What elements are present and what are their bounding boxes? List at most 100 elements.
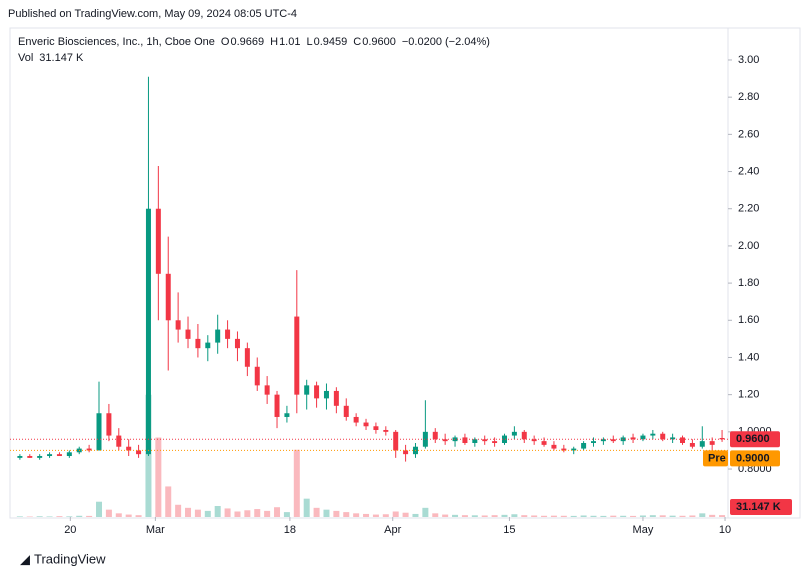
volume-bar [165, 486, 171, 517]
candle-body [186, 330, 191, 339]
candle-body [314, 385, 319, 398]
candle-body [512, 432, 517, 436]
volume-bar [640, 515, 646, 517]
volume-bar [442, 515, 448, 517]
volume-bar [630, 516, 636, 517]
volume-bar [17, 516, 23, 517]
x-tick-label: 10 [719, 524, 731, 536]
volume-bar [660, 515, 666, 517]
candle-body [492, 441, 497, 443]
candle-body [294, 317, 299, 395]
x-tick-label: Apr [384, 524, 401, 536]
candle-body [126, 447, 131, 451]
volume-bar [610, 516, 616, 517]
candle-body [324, 391, 329, 398]
footer-brand: TradingView [34, 551, 106, 566]
y-tick-label: 3.00 [738, 54, 759, 66]
volume-bar [363, 514, 369, 517]
volume-bar [620, 516, 626, 517]
y-tick-label: 2.20 [738, 203, 759, 215]
volume-name: Vol [18, 52, 33, 64]
volume-bar [422, 508, 428, 517]
volume-bar [106, 510, 112, 517]
candle-body [67, 452, 72, 456]
change: −0.0200 (−2.04%) [402, 36, 490, 48]
volume-bar [561, 516, 567, 517]
volume-bar [472, 515, 478, 517]
volume-bar [492, 515, 498, 517]
candle-body [680, 437, 685, 443]
candle-body [551, 445, 556, 449]
y-tick-label: 2.40 [738, 165, 759, 177]
y-tick-label: 1.20 [738, 389, 759, 401]
premarket-tag: Pre [708, 452, 726, 464]
volume-bar [699, 513, 705, 517]
candle-body [640, 436, 645, 440]
volume-bar [670, 516, 676, 517]
candle-body [235, 339, 240, 348]
volume-bar [284, 512, 290, 517]
volume-bar [531, 515, 537, 517]
candle-body [156, 209, 161, 274]
candle-body [344, 406, 349, 417]
volume-bar [393, 511, 399, 517]
y-tick-label: 1.40 [738, 351, 759, 363]
candle-body [106, 413, 111, 435]
candle-body [364, 423, 369, 427]
candle-body [710, 441, 715, 445]
volume-bar [432, 513, 438, 517]
candle-body [591, 441, 596, 443]
x-tick-label: Mar [146, 524, 165, 536]
candle-body [87, 449, 92, 451]
candle-body [116, 436, 121, 447]
volume-bar [234, 511, 240, 517]
volume-bar [175, 505, 181, 517]
candle-body [57, 454, 62, 456]
volume-bar [650, 515, 656, 517]
volume-bar [383, 514, 389, 517]
ohlc-value: 0.9669 [230, 36, 264, 48]
volume-bar [185, 508, 191, 517]
candle-body [37, 456, 42, 458]
candle-body [136, 450, 141, 454]
ohlc-value: 0.9459 [314, 36, 348, 48]
volume-bar [403, 513, 409, 517]
candle-body [304, 385, 309, 394]
volume-bar [462, 515, 468, 517]
candle-body [403, 450, 408, 454]
volume-bar [294, 450, 300, 517]
volume-bar [709, 515, 715, 517]
candle-body [176, 320, 181, 329]
x-tick-label: 20 [64, 524, 76, 536]
ohlc-key: H [270, 36, 278, 48]
candle-body [453, 437, 458, 441]
candle-body [166, 274, 171, 320]
volume-bar [412, 514, 418, 517]
volume-bar [96, 502, 102, 517]
volume-last-label: 31.147 K [736, 501, 781, 513]
volume-bar [719, 515, 725, 517]
candle-body [245, 348, 250, 367]
y-tick-label: 1.80 [738, 277, 759, 289]
x-tick-label: 18 [284, 524, 296, 536]
volume-bar [343, 512, 349, 517]
candle-body [720, 438, 725, 439]
volume-bar [333, 511, 339, 517]
volume-bar [373, 515, 379, 517]
volume-bar [304, 499, 310, 517]
volume-bar [254, 509, 260, 517]
y-tick-label: 2.00 [738, 240, 759, 252]
volume-bar [353, 513, 359, 517]
candle-body [47, 454, 52, 456]
plot: 3.002.802.602.402.202.001.801.601.401.20… [17, 54, 772, 536]
premarket-label: 0.9000 [736, 452, 770, 464]
volume-bar [314, 508, 320, 517]
candle-body [17, 456, 22, 458]
volume-bar [155, 438, 161, 517]
volume-bar [501, 515, 507, 517]
volume-value: 31.147 K [39, 52, 84, 64]
candle-body [284, 413, 289, 417]
volume-bar [274, 507, 280, 517]
candle-body [690, 443, 695, 447]
